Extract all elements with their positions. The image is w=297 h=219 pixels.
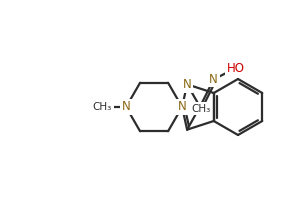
Text: HO: HO — [227, 62, 245, 74]
Text: N: N — [209, 73, 218, 86]
Text: N: N — [183, 78, 192, 91]
Text: N: N — [178, 101, 187, 113]
Text: CH₃: CH₃ — [93, 102, 112, 112]
Text: N: N — [122, 101, 130, 113]
Text: CH₃: CH₃ — [192, 104, 211, 114]
